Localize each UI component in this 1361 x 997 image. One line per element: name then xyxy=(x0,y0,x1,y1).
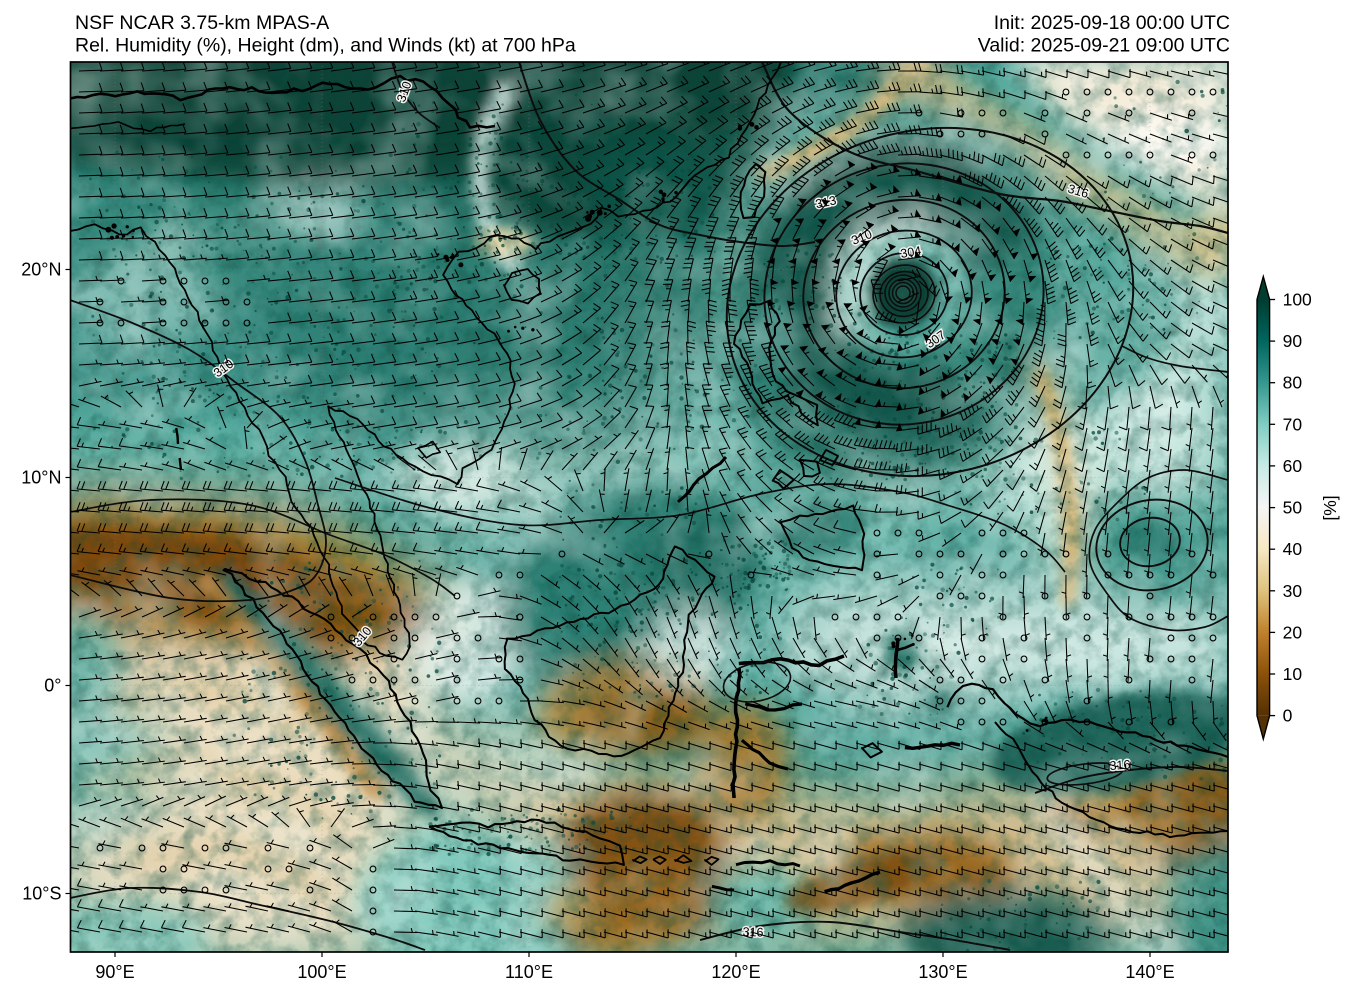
svg-text:20°N: 20°N xyxy=(21,260,61,280)
svg-text:120°E: 120°E xyxy=(711,962,760,982)
svg-text:10°S: 10°S xyxy=(22,884,61,904)
svg-text:316: 316 xyxy=(1109,758,1131,773)
svg-text:10: 10 xyxy=(1283,664,1303,684)
svg-text:90°E: 90°E xyxy=(95,962,134,982)
svg-text:NSF NCAR 3.75-km MPAS-A: NSF NCAR 3.75-km MPAS-A xyxy=(75,12,329,34)
svg-text:0°: 0° xyxy=(44,676,61,696)
svg-text:110°E: 110°E xyxy=(505,962,553,982)
svg-text:100°E: 100°E xyxy=(297,962,346,982)
svg-text:Rel. Humidity (%), Height (dm): Rel. Humidity (%), Height (dm), and Wind… xyxy=(75,35,576,57)
svg-text:50: 50 xyxy=(1283,498,1303,518)
svg-text:60: 60 xyxy=(1283,456,1303,476)
svg-text:90: 90 xyxy=(1283,331,1303,351)
svg-text:Init: 2025-09-18 00:00 UTC: Init: 2025-09-18 00:00 UTC xyxy=(994,12,1230,34)
svg-text:80: 80 xyxy=(1283,373,1303,393)
svg-text:[%]: [%] xyxy=(1320,495,1340,520)
svg-text:30: 30 xyxy=(1283,581,1303,601)
svg-text:40: 40 xyxy=(1283,539,1303,559)
svg-text:100: 100 xyxy=(1283,290,1312,310)
svg-text:20: 20 xyxy=(1283,622,1303,642)
svg-text:140°E: 140°E xyxy=(1125,962,1174,982)
svg-text:0: 0 xyxy=(1283,706,1293,726)
svg-text:130°E: 130°E xyxy=(918,962,967,982)
svg-text:Valid: 2025-09-21 09:00 UTC: Valid: 2025-09-21 09:00 UTC xyxy=(978,35,1230,57)
svg-text:70: 70 xyxy=(1283,414,1303,434)
svg-text:10°N: 10°N xyxy=(21,468,61,488)
